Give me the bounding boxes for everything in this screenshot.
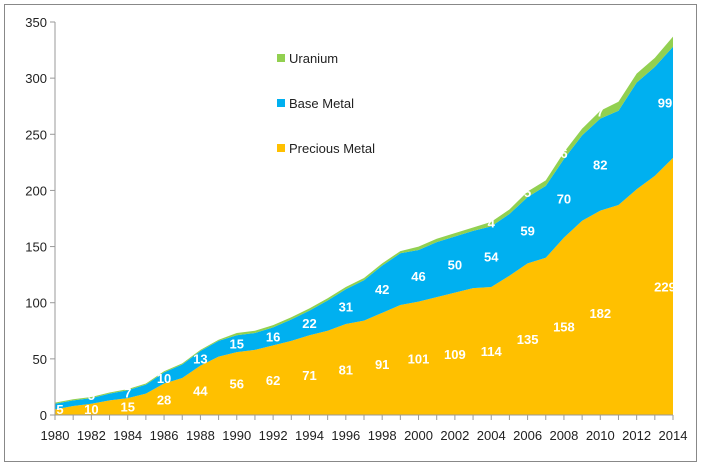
legend-label: Precious Metal: [289, 141, 375, 156]
x-tick-label: 2006: [513, 428, 542, 443]
data-label: 82: [593, 158, 607, 173]
data-label: 10: [157, 371, 171, 386]
data-label: 28: [157, 392, 171, 407]
data-label: 109: [444, 347, 466, 362]
y-tick-label: 250: [25, 127, 47, 142]
data-label: 81: [339, 363, 353, 378]
x-tick-label: 2008: [549, 428, 578, 443]
chart-frame: [4, 4, 697, 462]
x-tick-label: 1986: [150, 428, 179, 443]
x-tick-label: 1994: [295, 428, 324, 443]
x-tick-label: 1982: [77, 428, 106, 443]
x-tick-label: 2000: [404, 428, 433, 443]
legend-label: Base Metal: [289, 96, 354, 111]
data-label: 56: [230, 377, 244, 392]
x-tick-label: 1992: [259, 428, 288, 443]
x-tick-label: 1996: [331, 428, 360, 443]
data-label: 71: [302, 368, 316, 383]
data-label: 31: [339, 300, 353, 315]
y-tick-label: 350: [25, 15, 47, 30]
data-label: 91: [375, 357, 389, 372]
data-label: 135: [517, 332, 539, 347]
x-tick-label: 2002: [440, 428, 469, 443]
data-label: 6: [560, 146, 567, 161]
data-label: 50: [448, 258, 462, 273]
y-tick-label: 0: [40, 408, 47, 423]
y-tick-label: 200: [25, 183, 47, 198]
data-label: 99: [658, 95, 672, 110]
data-label: 46: [411, 269, 425, 284]
x-tick-label: 1984: [113, 428, 142, 443]
data-label: 70: [557, 191, 571, 206]
area-base-metal: [55, 46, 673, 410]
data-label: 7: [597, 104, 604, 119]
data-label: 9: [661, 30, 668, 45]
data-label: 62: [266, 373, 280, 388]
x-tick-label: 2012: [622, 428, 651, 443]
x-tick-label: 1990: [222, 428, 251, 443]
x-tick-label: 1998: [368, 428, 397, 443]
y-tick-label: 300: [25, 71, 47, 86]
data-label: 182: [589, 306, 611, 321]
x-tick-label: 1980: [41, 428, 70, 443]
data-label: 22: [302, 316, 316, 331]
x-tick-label: 2010: [586, 428, 615, 443]
data-label: 4: [488, 215, 496, 230]
area-precious-metal: [55, 157, 673, 415]
data-label: 158: [553, 319, 575, 334]
x-tick-label: 1988: [186, 428, 215, 443]
legend-swatch-base-metal: [277, 99, 285, 107]
data-label: 15: [230, 337, 244, 352]
data-label: 114: [481, 344, 503, 359]
x-tick-label: 2004: [477, 428, 506, 443]
data-label: 16: [266, 329, 280, 344]
y-tick-label: 150: [25, 240, 47, 255]
data-label: 5: [524, 185, 531, 200]
legend-label: Uranium: [289, 51, 338, 66]
data-label: 13: [193, 351, 207, 366]
y-tick-label: 50: [33, 352, 47, 367]
data-label: 54: [484, 250, 499, 265]
data-label: 42: [375, 282, 389, 297]
legend-swatch-precious-metal: [277, 144, 285, 152]
data-label: 229: [654, 279, 676, 294]
data-label: 15: [120, 400, 134, 415]
y-tick-label: 100: [25, 296, 47, 311]
data-label: 59: [520, 223, 534, 238]
data-label: 7: [124, 386, 131, 401]
data-label: 5: [56, 388, 63, 403]
x-tick-label: 2014: [659, 428, 688, 443]
data-label: 44: [193, 383, 208, 398]
legend-swatch-uranium: [277, 54, 285, 62]
data-label: 5: [56, 402, 63, 417]
data-label: 10: [84, 402, 98, 417]
data-label: 5: [88, 388, 95, 403]
data-label: 101: [408, 351, 430, 366]
